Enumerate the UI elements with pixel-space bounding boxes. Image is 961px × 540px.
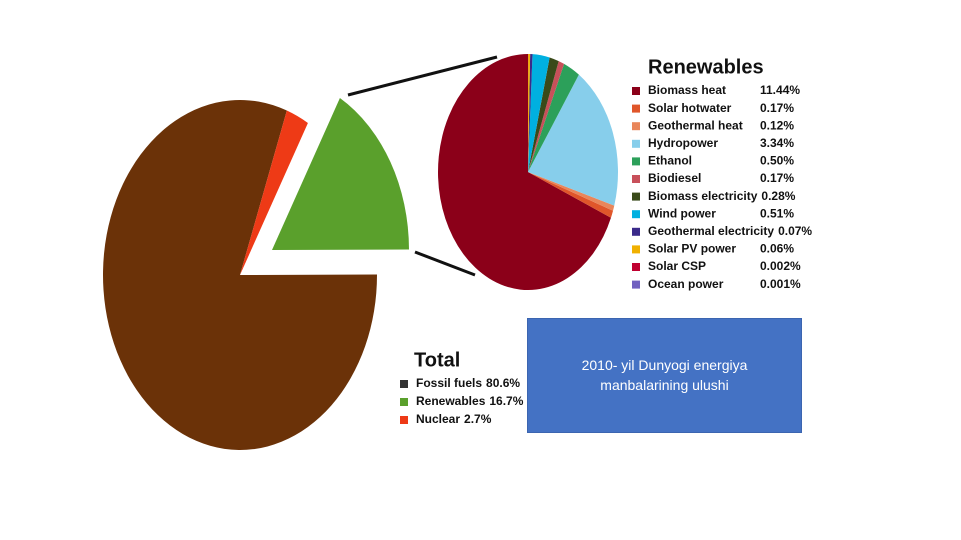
legend-value: 0.28%	[761, 189, 795, 203]
pie-slice	[438, 54, 611, 291]
pie-slice	[528, 74, 618, 206]
pie-slice	[528, 172, 615, 211]
legend-swatch	[632, 87, 640, 95]
legend-label: Geothermal heat	[648, 118, 743, 132]
legend-value: 0.001%	[760, 277, 801, 291]
pie-slice	[272, 98, 409, 250]
legend-label: Ocean power	[648, 277, 724, 291]
legend-label: Wind power	[648, 206, 716, 220]
legend-label: Solar hotwater	[648, 101, 732, 115]
legend-value: 3.34%	[760, 136, 794, 150]
legend-value: 16.7%	[489, 394, 523, 408]
legend-swatch	[632, 210, 640, 219]
pie-slice	[528, 54, 531, 172]
legend-value: 0.50%	[760, 154, 794, 168]
legend-swatch	[632, 280, 640, 289]
connector	[414, 250, 476, 277]
legend-value: 11.44%	[760, 83, 800, 97]
pie-slice	[528, 61, 565, 172]
legend-label: Biodiesel	[648, 171, 701, 185]
caption-box: 2010- yil Dunyogi energiya manbalarining…	[527, 318, 802, 433]
legend-swatch	[632, 227, 640, 236]
pie-slice	[528, 57, 559, 172]
legend-label: Solar PV power	[648, 242, 736, 256]
pie-slice	[528, 54, 533, 172]
legend-value: 0.17%	[760, 101, 794, 115]
legend-swatch	[632, 139, 640, 148]
pie-slice	[528, 63, 579, 173]
legend-label: Renewables	[416, 394, 486, 408]
legend-swatch	[632, 122, 640, 131]
legend-swatch	[400, 380, 408, 388]
legend-value: 0.06%	[760, 242, 794, 256]
legend-label: Hydropower	[648, 136, 718, 150]
legend-swatch	[632, 192, 640, 201]
legend-value: 0.12%	[760, 118, 794, 132]
legend-value: 0.17%	[760, 171, 794, 185]
legend-swatch	[400, 398, 408, 406]
legend-value: 0.07%	[778, 224, 812, 238]
legend-swatch	[632, 104, 640, 113]
legend-label: Biomass heat	[648, 83, 726, 97]
pie-slice	[240, 110, 308, 275]
legend-swatch	[632, 175, 640, 183]
legend-swatch	[632, 263, 640, 271]
legend-swatch	[632, 245, 640, 254]
legend-label: Nuclear	[416, 412, 460, 426]
legend-value: 0.51%	[760, 206, 794, 220]
legend-title: Total	[414, 349, 460, 371]
legend-label: Biomass electricity	[648, 189, 758, 203]
pie-slice	[528, 172, 614, 218]
connector	[347, 55, 498, 97]
legend-title: Renewables	[648, 56, 764, 78]
legend-value: 0.002%	[760, 259, 801, 273]
legend-swatch	[632, 157, 640, 166]
legend-value: 2.7%	[464, 412, 492, 426]
legend-label: Ethanol	[648, 154, 692, 168]
legend-label: Geothermal electricity	[648, 224, 774, 238]
legend-label: Solar CSP	[648, 259, 706, 273]
pie-slice	[528, 54, 550, 172]
legend-label: Fossil fuels	[416, 376, 482, 390]
legend-value: 80.6%	[486, 376, 520, 390]
legend-swatch	[400, 416, 408, 424]
